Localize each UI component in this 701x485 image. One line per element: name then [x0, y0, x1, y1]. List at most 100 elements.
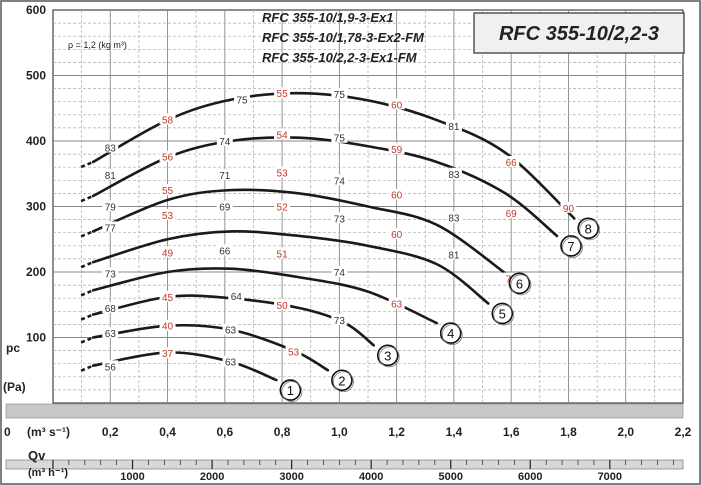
x2-axis-ruler [5, 459, 684, 470]
x2-tick-label: 7000 [598, 471, 622, 483]
efficiency-label: 60 [391, 100, 403, 111]
x2-axis-unit: (m³ h⁻¹) [28, 467, 68, 479]
efficiency-label: 58 [162, 115, 174, 126]
efficiency-label: 54 [277, 130, 289, 141]
efficiency-label: 73 [334, 316, 346, 327]
curve-marker-circle [331, 369, 353, 392]
curve-line-4 [91, 267, 439, 325]
efficiency-label: 63 [105, 329, 117, 340]
x-tick-label: 0,2 [102, 425, 119, 439]
efficiency-label: 53 [288, 347, 300, 358]
x-tick-label: 2,0 [617, 425, 634, 439]
x2-tick-label: 2000 [200, 471, 224, 483]
curve-marker-shadow [333, 371, 354, 393]
x-tick-label: 1,6 [503, 425, 520, 439]
efficiency-label-bg [388, 142, 405, 154]
curve-marker-label: 7 [567, 239, 574, 254]
curve-marker-circle [560, 235, 582, 257]
efficiency-label: 55 [162, 186, 174, 197]
efficiency-label-bg [102, 360, 119, 372]
efficiency-label: 81 [105, 171, 117, 182]
model-label-2: RFC 355-10/1,78-3-Ex2-FM [262, 30, 425, 45]
curve-marker-shadow [579, 219, 601, 241]
efficiency-label-bg [159, 113, 176, 125]
origin-label: 0 [4, 425, 11, 439]
efficiency-label: 79 [105, 203, 117, 214]
efficiency-label: 37 [162, 349, 174, 360]
efficiency-label-bg [102, 141, 119, 153]
x2-tick-label: 4000 [359, 471, 383, 483]
efficiency-label-bg [102, 169, 119, 181]
efficiency-label-bg [102, 302, 119, 314]
x-tick-label: 1,0 [331, 425, 348, 439]
efficiency-label: 75 [334, 90, 346, 101]
curve-start-1 [80, 364, 94, 372]
efficiency-label-bg [331, 266, 348, 277]
efficiency-label-bg [445, 248, 462, 260]
title-box-frame [473, 12, 685, 54]
curve-line-5 [91, 230, 490, 305]
efficiency-label: 68 [105, 304, 117, 315]
curve-marker-shadow [441, 324, 463, 345]
curve-marker-shadow [510, 274, 532, 296]
y-tick-label: 400 [26, 134, 46, 148]
curve-marker-label: 5 [499, 306, 506, 321]
y-tick-label: 200 [26, 265, 46, 279]
x-tick-label: 1,4 [446, 425, 463, 439]
efficiency-label-bg [274, 247, 291, 259]
axes: 100 200 300 400 500 600 0,2 0,4 0,6 0,8 1,0 1,2 1,4 1… [26, 3, 692, 483]
efficiency-label-bg [159, 319, 176, 331]
y-axis-label: pc [6, 341, 20, 355]
efficiency-label-bg [222, 355, 239, 367]
efficiency-label: 83 [105, 144, 117, 155]
curve-start-7 [80, 194, 94, 203]
x-axis-unit: (m³ s⁻¹) [27, 425, 70, 439]
model-label-3: RFC 355-10/2,2-3-Ex1-FM [262, 50, 418, 65]
efficiency-label: 60 [391, 191, 403, 202]
efficiency-label-bg [159, 150, 176, 162]
efficiency-label: 49 [162, 248, 174, 259]
curve-marker-label: 1 [287, 383, 294, 398]
efficiency-label: 59 [391, 145, 403, 156]
efficiency-label-bg [285, 345, 302, 357]
y-axis-unit: (Pa) [3, 380, 26, 394]
efficiency-label: 51 [277, 250, 289, 261]
efficiency-label-bg [503, 155, 520, 167]
efficiency-label-bg [274, 200, 291, 212]
efficiency-label-bg [216, 135, 233, 146]
efficiency-label-bg [560, 201, 577, 213]
curve-start-8 [80, 160, 94, 169]
efficiency-label-bg [159, 347, 176, 359]
efficiency-label-bg [388, 188, 405, 200]
efficiency-label: 63 [391, 299, 403, 310]
efficiency-label: 81 [448, 122, 460, 133]
curve-marker-label: 3 [384, 348, 391, 363]
efficiency-label-bg [159, 246, 176, 258]
x2-tick-label: 6000 [518, 471, 542, 483]
efficiency-label-bg [102, 221, 119, 233]
efficiency-label: 69 [506, 209, 518, 220]
efficiency-label: 45 [162, 293, 174, 304]
x-tick-label: 0,6 [216, 425, 233, 439]
efficiency-label: 66 [219, 246, 231, 257]
curve-marker-shadow [493, 304, 515, 326]
y-tick-label: 600 [26, 3, 46, 17]
efficiency-label: 63 [225, 358, 237, 369]
efficiency-label-bg [234, 93, 250, 105]
efficiency-label-bg [331, 313, 348, 325]
efficiency-label-bg [274, 87, 291, 99]
title-box: RFC 355-10/2,2-3 [473, 12, 685, 54]
efficiency-label-bg [102, 200, 119, 212]
curve-line-1 [91, 351, 278, 382]
efficiency-label: 73 [105, 269, 117, 280]
efficiency-label-bg [102, 326, 119, 338]
x-axis-band [5, 403, 684, 419]
efficiency-label: 66 [506, 158, 518, 169]
curve-start-6 [80, 230, 94, 238]
y-tick-label: 300 [26, 200, 46, 214]
efficiency-label: 69 [219, 203, 231, 214]
efficiency-label-bg [331, 87, 348, 99]
efficiency-label: 63 [225, 326, 237, 337]
efficiency-label-bg [102, 267, 119, 279]
